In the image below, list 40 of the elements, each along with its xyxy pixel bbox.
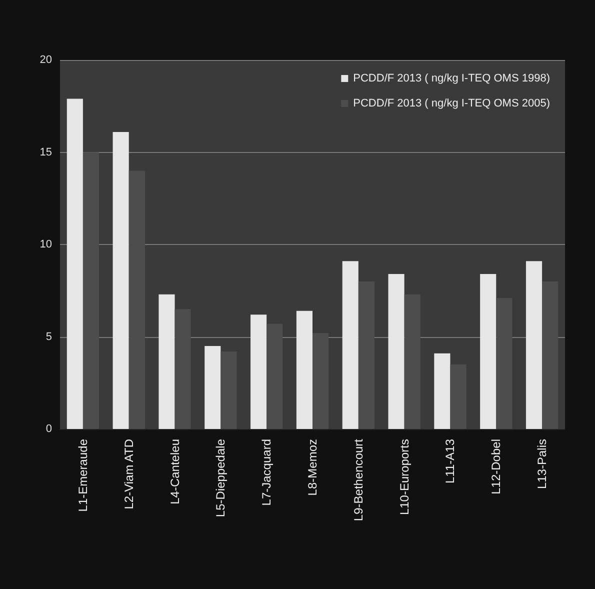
- x-tick-label: L13-Palis: [535, 439, 550, 490]
- bar: [542, 281, 558, 429]
- bar: [220, 352, 237, 429]
- bar: [480, 274, 496, 429]
- x-tick-label: L5-Dieppedale: [214, 438, 228, 518]
- bar: [388, 274, 404, 429]
- bar: [266, 324, 283, 429]
- bar: [174, 309, 191, 429]
- bar: [66, 98, 83, 429]
- x-tick-label: L7-Jacquard: [260, 439, 274, 506]
- bar: [204, 346, 221, 429]
- x-tick-label: L11-A13: [443, 438, 458, 484]
- bar: [404, 294, 420, 429]
- bar: [158, 294, 175, 429]
- bar: [450, 364, 466, 429]
- x-tick-label: L2-Viam ATD: [122, 438, 136, 510]
- bar: [296, 310, 312, 429]
- bar: [358, 281, 374, 429]
- bar: [342, 261, 358, 429]
- x-tick-label: L1-Emeraude: [76, 438, 90, 512]
- bar: [112, 132, 129, 429]
- y-tick-label: 10: [40, 238, 52, 250]
- x-tick-label: L8-Memoz: [306, 439, 320, 496]
- bar: [250, 314, 267, 429]
- x-tick-label: L10-Euroports: [397, 439, 412, 516]
- bar: [128, 170, 145, 429]
- y-tick-label: 20: [40, 54, 52, 66]
- bar: [312, 333, 329, 429]
- x-tick-label: L4-Canteleu: [168, 439, 182, 504]
- bar: [496, 298, 512, 429]
- bar: [82, 152, 100, 429]
- legend-label: PCDD/F 2013 ( ng/kg I-TEQ OMS 2005): [353, 98, 550, 110]
- bar: [526, 261, 542, 429]
- y-tick-label: 5: [46, 330, 52, 343]
- x-tick-label: L12-Dobel: [489, 439, 504, 494]
- y-tick-label: 0: [46, 423, 52, 435]
- bar: [434, 353, 450, 429]
- x-tick-label: L9-Bethencourt: [351, 438, 366, 522]
- y-tick-label: 15: [40, 146, 52, 158]
- legend-label: PCDD/F 2013 ( ng/kg I-TEQ OMS 1998): [353, 72, 550, 84]
